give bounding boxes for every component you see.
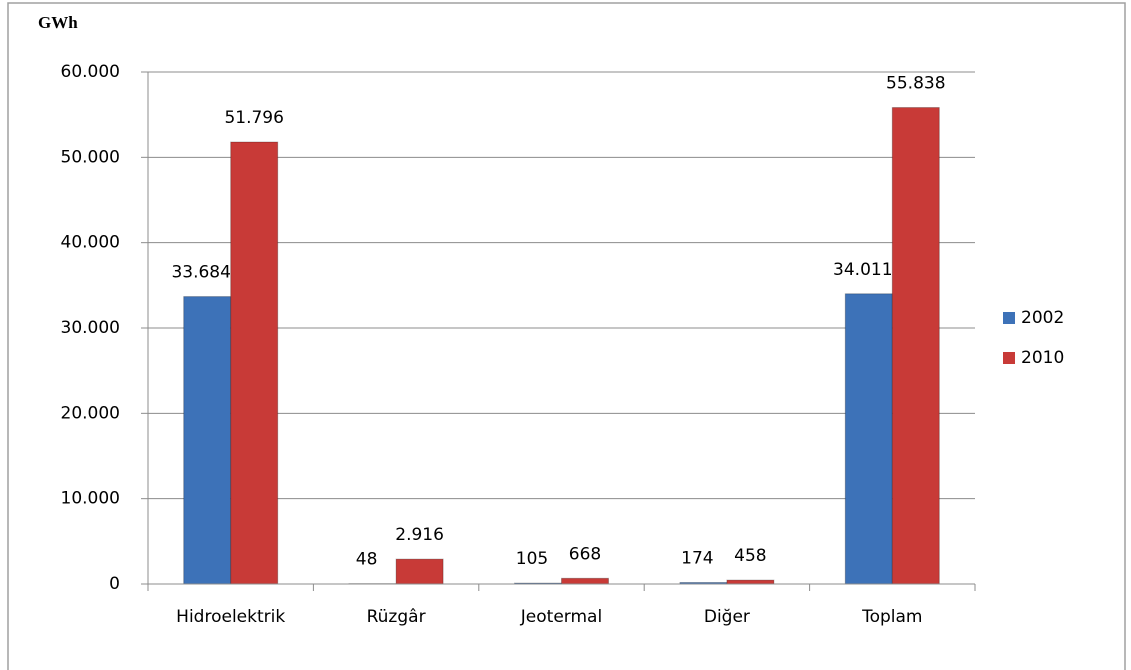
y-tick-label: 50.000 bbox=[61, 147, 120, 167]
bar bbox=[891, 107, 940, 585]
bar bbox=[561, 577, 609, 585]
y-tick-label: 60.000 bbox=[61, 62, 120, 82]
bar bbox=[230, 141, 279, 585]
chart-title: GWh bbox=[38, 13, 78, 32]
x-tick-label: Jeotermal bbox=[520, 607, 602, 627]
legend-label: 2010 bbox=[1021, 348, 1064, 368]
value-label: 34.011 bbox=[833, 260, 892, 280]
value-label: 55.838 bbox=[886, 74, 945, 94]
legend-swatch bbox=[1003, 312, 1015, 324]
legend-swatch bbox=[1003, 352, 1015, 364]
y-tick-label: 10.000 bbox=[61, 489, 120, 509]
y-tick-label: 20.000 bbox=[61, 403, 120, 423]
x-tick-label: Hidroelektrik bbox=[176, 607, 285, 627]
bar bbox=[183, 296, 232, 585]
bar bbox=[844, 293, 893, 585]
value-label: 51.796 bbox=[224, 108, 283, 128]
x-tick-label: Toplam bbox=[861, 607, 922, 627]
chart-frame bbox=[7, 2, 1126, 670]
value-label: 48 bbox=[356, 550, 378, 570]
y-tick-label: 0 bbox=[109, 574, 120, 594]
value-label: 668 bbox=[569, 544, 601, 564]
value-label: 105 bbox=[516, 549, 548, 569]
legend-label: 2002 bbox=[1021, 308, 1064, 328]
value-label: 2.916 bbox=[395, 525, 444, 545]
x-tick-label: Rüzgâr bbox=[367, 607, 426, 627]
value-label: 33.684 bbox=[171, 263, 230, 283]
x-tick-label: Diğer bbox=[704, 607, 750, 627]
bar bbox=[395, 558, 444, 585]
value-label: 458 bbox=[734, 546, 766, 566]
value-label: 174 bbox=[681, 549, 713, 569]
bar bbox=[726, 579, 775, 585]
y-tick-label: 40.000 bbox=[61, 233, 120, 253]
y-tick-label: 30.000 bbox=[61, 318, 120, 338]
